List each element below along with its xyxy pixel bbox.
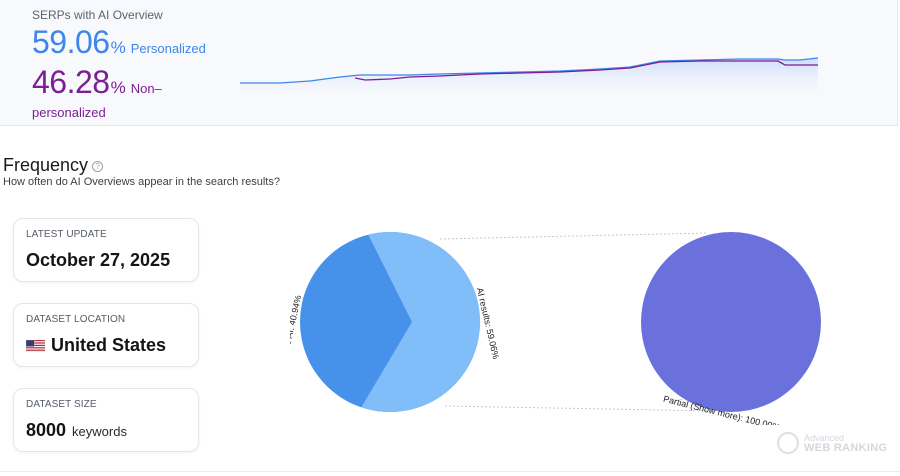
card-label: LATEST UPDATE xyxy=(26,229,107,240)
help-icon[interactable]: ? xyxy=(92,161,104,172)
advanced-web-ranking-logo: Advanced WEB RANKING xyxy=(777,432,887,454)
non-personalized-label-line2: personalized xyxy=(32,105,106,120)
frequency-title-text: Frequency xyxy=(3,155,89,175)
dataset-location-card: DATASET LOCATION United States xyxy=(13,303,199,367)
awr-logo-line1: Advanced xyxy=(804,433,845,443)
non-personalized-value: 46.28 xyxy=(32,64,110,100)
card-value: October 27, 2025 xyxy=(26,250,171,270)
section-divider xyxy=(0,471,900,472)
us-flag-icon xyxy=(26,340,45,352)
connector-line-top xyxy=(439,232,709,240)
dataset-size-card: DATASET SIZE 8000 keywords xyxy=(13,388,199,452)
frequency-subtitle: How often do AI Overviews appear in the … xyxy=(3,176,280,188)
personalized-stat: 59.06 % Personalized xyxy=(32,24,206,61)
personalized-trend-line xyxy=(240,57,818,84)
personalized-value: 59.06 xyxy=(32,24,110,60)
latest-update-card: LATEST UPDATE October 27, 2025 xyxy=(13,218,199,282)
serp-summary-card: SERPs with AI Overview 59.06 % Personali… xyxy=(0,0,898,126)
frequency-title: Frequency ? xyxy=(3,155,104,176)
card-value-row: 8000 keywords xyxy=(26,420,127,441)
awr-logo-icon xyxy=(777,432,799,454)
personalized-pct-sign: % xyxy=(110,38,126,57)
card-unit: keywords xyxy=(72,424,127,439)
card-value: 8000 xyxy=(26,420,67,440)
connector-line-bottom xyxy=(444,405,716,412)
personalized-trend-area xyxy=(240,58,818,92)
trend-sparkline[interactable] xyxy=(240,52,818,92)
non-personalized-label-line1: Non– xyxy=(130,81,162,96)
non-personalized-pct-sign: % xyxy=(110,78,126,97)
card-value: United States xyxy=(51,335,167,355)
pie-slice-partial xyxy=(641,232,821,412)
awr-logo-line2: WEB RANKING xyxy=(804,442,888,454)
frequency-pie-chart: AI results: 59.06% No AI: 40.94% Partial (… xyxy=(281,225,830,432)
summary-label: SERPs with AI Overview xyxy=(32,8,163,22)
personalized-label: Personalized xyxy=(130,41,206,56)
card-label: DATASET LOCATION xyxy=(26,314,126,325)
awr-logo-text: Advanced WEB RANKING xyxy=(804,433,888,454)
pie-svg: AI results: 59.06%No AI: 40.94%Partial (… xyxy=(281,232,821,432)
non-personalized-stat: 46.28 % Non– xyxy=(32,64,162,101)
card-label: DATASET SIZE xyxy=(26,399,97,410)
non-personalized-trend-line xyxy=(354,60,818,81)
pie-slice-ai-results xyxy=(361,232,480,412)
card-value-row: United States xyxy=(26,335,166,356)
